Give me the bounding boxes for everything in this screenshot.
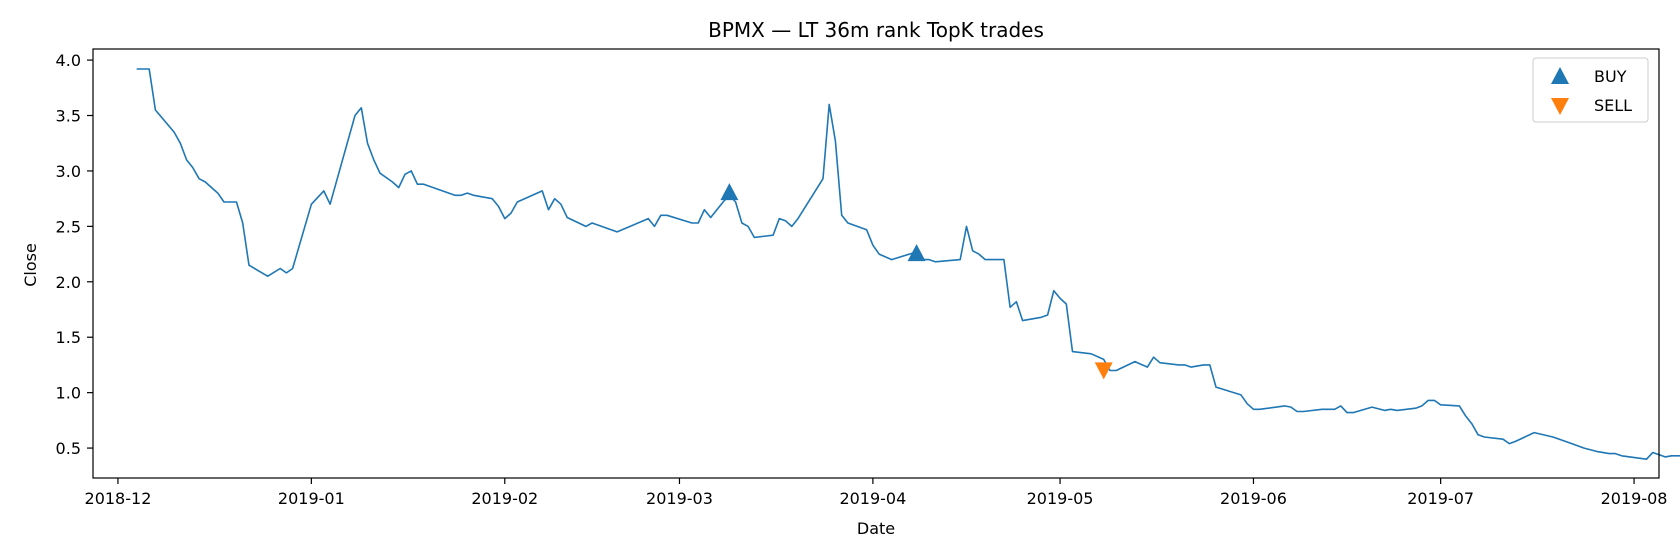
x-tick-label: 2019-02 <box>471 489 538 508</box>
sell-marker-1 <box>1094 362 1113 380</box>
plot-frame <box>92 48 1660 479</box>
buy-marker-1 <box>720 183 739 201</box>
x-tick-label: 2019-08 <box>1601 489 1668 508</box>
x-tick-label: 2019-03 <box>646 489 713 508</box>
x-tick-label: 2019-06 <box>1220 489 1287 508</box>
chart-title: BPMX — LT 36m rank TopK trades <box>708 18 1044 42</box>
x-tick-label: 2019-01 <box>278 489 345 508</box>
buy-marker-2 <box>907 244 926 262</box>
x-tick-label: 2019-04 <box>839 489 906 508</box>
legend-sell-marker <box>1551 98 1569 115</box>
y-tick-label: 2.0 <box>56 273 81 292</box>
y-tick-label: 1.5 <box>56 328 81 347</box>
x-tick-label: 2018-12 <box>85 489 152 508</box>
y-tick-label: 2.5 <box>56 217 81 236</box>
y-axis: 0.5 1.0 1.5 2.0 2.5 3.0 3.5 4.0 <box>56 51 93 458</box>
y-axis-label: Close <box>21 243 40 287</box>
x-tick-label: 2019-07 <box>1407 489 1474 508</box>
y-tick-label: 1.0 <box>56 384 81 403</box>
y-tick-label: 0.5 <box>56 439 81 458</box>
x-axis: 2018-12 2019-01 2019-02 2019-03 2019-04 2019-… <box>85 478 1668 508</box>
plot-area <box>136 68 1680 460</box>
legend-buy-label: BUY <box>1594 67 1627 86</box>
legend: BUY SELL <box>1532 57 1649 123</box>
x-tick-label: 2019-05 <box>1027 489 1094 508</box>
legend-sell-label: SELL <box>1594 96 1632 115</box>
y-tick-label: 3.5 <box>56 107 81 126</box>
y-tick-label: 3.0 <box>56 162 81 181</box>
x-axis-label: Date <box>857 519 895 538</box>
legend-buy-marker <box>1551 67 1569 84</box>
y-tick-label: 4.0 <box>56 51 81 70</box>
